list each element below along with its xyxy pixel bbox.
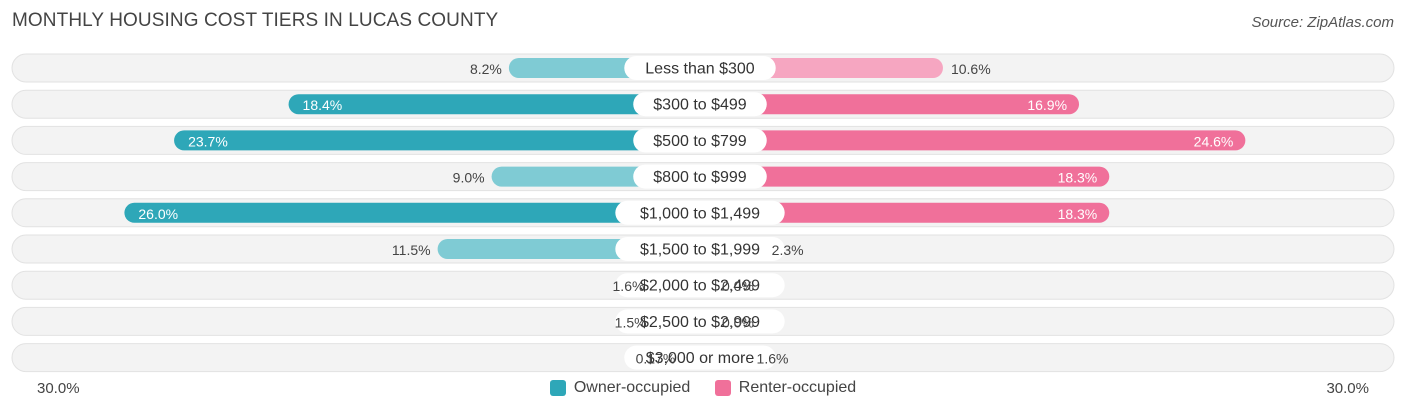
legend: Owner-occupied Renter-occupied xyxy=(0,379,1406,401)
value-label-owner: 1.5% xyxy=(615,314,647,330)
category-label: $2,000 to $2,499 xyxy=(640,278,760,295)
category-label: $3,000 or more xyxy=(646,350,755,367)
category-label: $300 to $499 xyxy=(653,97,747,114)
bar-owner xyxy=(124,202,700,223)
bar-renter xyxy=(700,166,1110,187)
category-label-bg xyxy=(615,273,785,298)
category-label-bg xyxy=(624,56,776,80)
value-label-owner: 0.17% xyxy=(636,351,676,367)
axis-left-label: 30.0% xyxy=(37,380,80,397)
value-label-owner: 18.4% xyxy=(303,97,343,113)
category-label-bg xyxy=(633,92,767,117)
category-label: $500 to $799 xyxy=(653,133,747,150)
category-label: Less than $300 xyxy=(645,61,755,78)
value-label-renter: 0.0% xyxy=(722,314,754,330)
value-label-renter: 18.3% xyxy=(1058,170,1098,186)
legend-item-owner: Owner-occupied xyxy=(549,379,691,397)
value-label-owner: 11.5% xyxy=(392,242,431,258)
category-label: $1,000 to $1,499 xyxy=(640,205,760,222)
bar-renter xyxy=(700,94,1080,115)
legend-swatch-renter xyxy=(714,380,731,396)
category-label-bg xyxy=(633,128,767,153)
axis-right-label: 30.0% xyxy=(1326,380,1369,397)
value-label-renter: 18.3% xyxy=(1058,206,1098,222)
category-label-bg xyxy=(615,309,785,334)
category-label-bg xyxy=(615,237,785,261)
legend-label-renter: Renter-occupied xyxy=(738,379,857,396)
bar-renter xyxy=(700,130,1246,151)
value-label-owner: 8.2% xyxy=(470,61,502,77)
value-label-owner: 23.7% xyxy=(188,133,228,149)
category-label-bg xyxy=(624,345,776,370)
value-label-owner: 9.0% xyxy=(453,170,485,186)
category-label: $1,500 to $1,999 xyxy=(640,242,760,259)
source-label: Source: ZipAtlas.com xyxy=(1251,14,1394,31)
value-label-renter: 0.0% xyxy=(722,278,754,294)
category-label-bg xyxy=(615,200,785,225)
value-label-renter: 1.6% xyxy=(757,351,789,367)
legend-label-owner: Owner-occupied xyxy=(573,379,691,396)
bar-owner xyxy=(288,94,700,115)
value-label-owner: 1.6% xyxy=(613,278,645,294)
value-label-renter: 10.6% xyxy=(951,61,991,77)
chart-title: MONTHLY HOUSING COST TIERS IN LUCAS COUN… xyxy=(12,10,499,31)
bar-owner xyxy=(174,130,700,151)
value-label-renter: 24.6% xyxy=(1194,133,1234,149)
bar-renter xyxy=(700,202,1110,223)
legend-item-renter: Renter-occupied xyxy=(714,379,857,397)
value-label-owner: 26.0% xyxy=(138,206,178,222)
legend-swatch-owner xyxy=(549,380,566,396)
value-label-renter: 2.3% xyxy=(772,242,804,258)
category-label-bg xyxy=(633,164,767,189)
category-label: $2,500 to $2,999 xyxy=(640,314,760,331)
value-label-renter: 16.9% xyxy=(1027,97,1067,113)
category-label: $800 to $999 xyxy=(653,169,747,186)
